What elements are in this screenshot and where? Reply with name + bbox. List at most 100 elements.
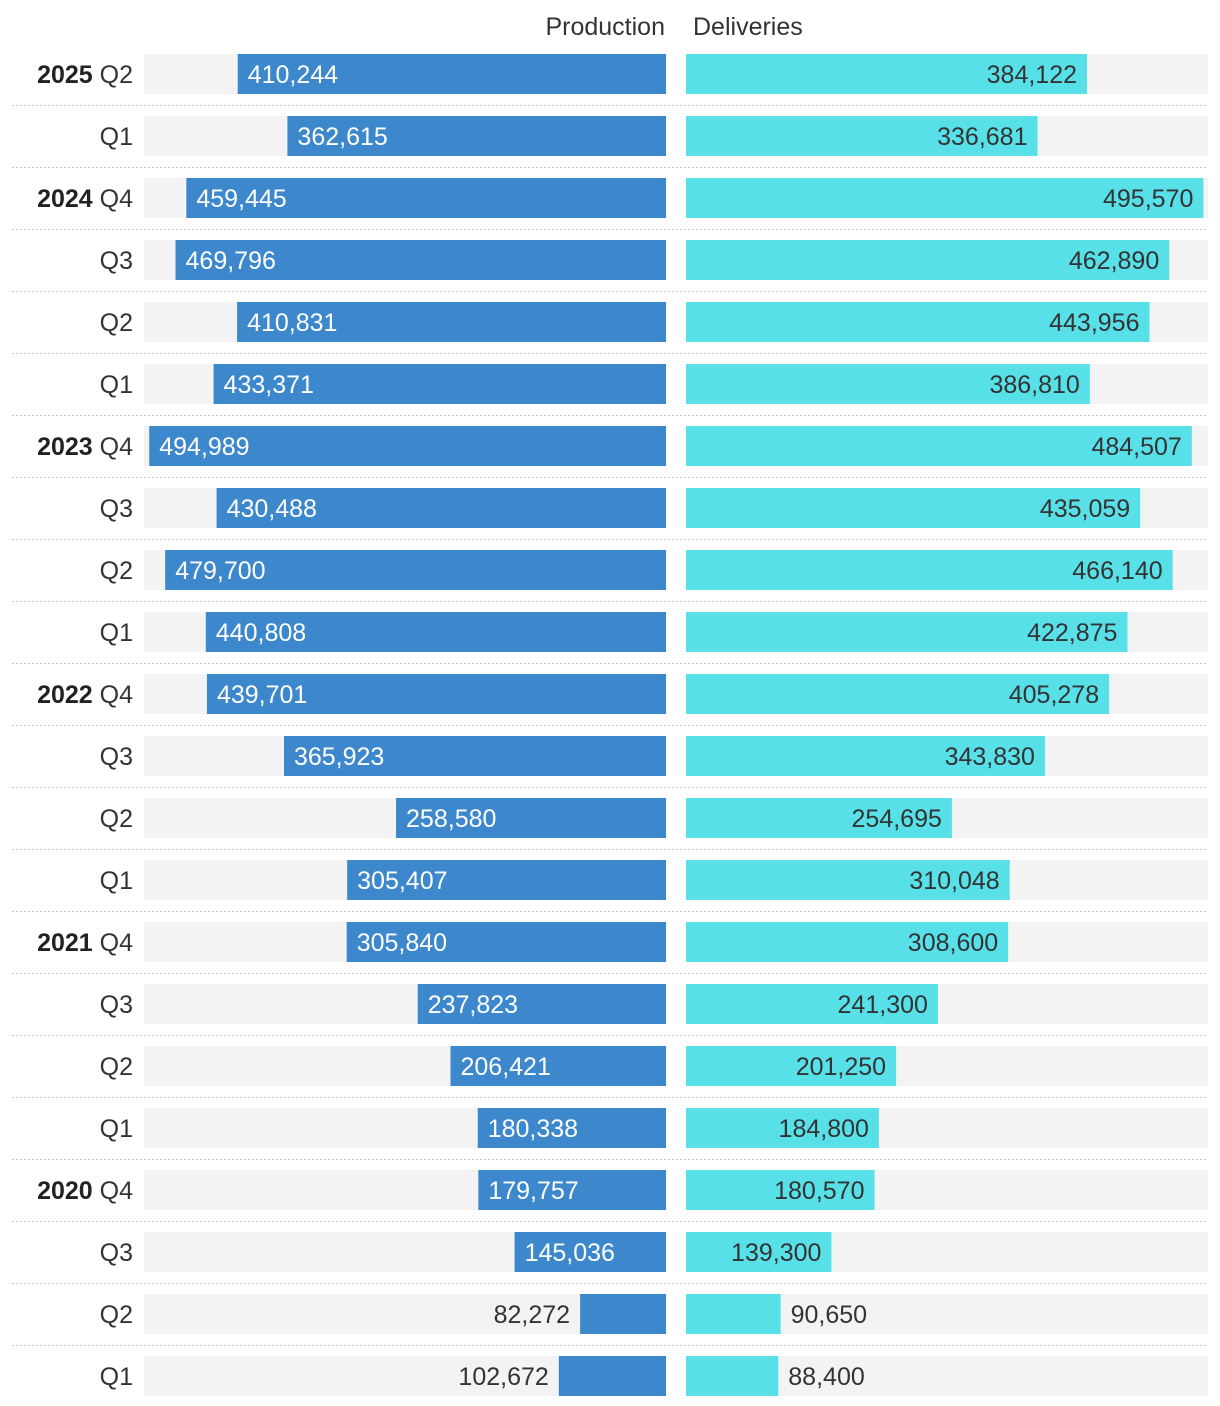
quarter-label: Q3 bbox=[100, 743, 133, 771]
production-bar bbox=[580, 1294, 666, 1334]
quarter-label: Q1 bbox=[100, 123, 133, 151]
production-bar bbox=[514, 1232, 666, 1272]
deliveries-bar bbox=[686, 116, 1038, 156]
row-label: Q2 bbox=[100, 309, 133, 337]
year-label: 2024 bbox=[37, 185, 100, 213]
production-value-label: 362,615 bbox=[297, 123, 387, 151]
production-value-label: 180,338 bbox=[488, 1115, 578, 1143]
production-value-label: 494,989 bbox=[159, 433, 249, 461]
deliveries-bar bbox=[686, 612, 1128, 652]
production-bar bbox=[450, 1046, 666, 1086]
deliveries-bar bbox=[686, 302, 1150, 342]
deliveries-bar bbox=[686, 550, 1173, 590]
deliveries-bar bbox=[686, 798, 952, 838]
deliveries-value-label: 343,830 bbox=[945, 743, 1035, 771]
row-label: Q2 bbox=[100, 1053, 133, 1081]
deliveries-bar bbox=[686, 54, 1088, 94]
row-label: Q3 bbox=[100, 743, 133, 771]
production-value-label: 237,823 bbox=[428, 991, 518, 1019]
deliveries-value-label: 241,300 bbox=[838, 991, 928, 1019]
production-value-label: 433,371 bbox=[224, 371, 314, 399]
deliveries-bar bbox=[686, 984, 938, 1024]
production-bar bbox=[346, 922, 666, 962]
deliveries-value-label: 462,890 bbox=[1069, 247, 1159, 275]
production-value-label: 82,272 bbox=[494, 1301, 570, 1329]
production-bar bbox=[396, 798, 666, 838]
deliveries-value-label: 336,681 bbox=[937, 123, 1027, 151]
quarter-label: Q3 bbox=[100, 247, 133, 275]
production-bar bbox=[237, 302, 666, 342]
row-label: Q3 bbox=[100, 247, 133, 275]
row-label: Q3 bbox=[100, 991, 133, 1019]
row-label: 2020 Q4 bbox=[37, 1177, 133, 1205]
quarter-label: Q4 bbox=[100, 929, 133, 957]
deliveries-header: Deliveries bbox=[693, 13, 803, 41]
production-bar bbox=[206, 674, 666, 714]
chart-rows: 410,244 384,122 2025 Q2 362,615 336,681 Q1 459… bbox=[12, 54, 1208, 1396]
deliveries-bar bbox=[686, 860, 1010, 900]
deliveries-value-label: 139,300 bbox=[731, 1239, 821, 1267]
quarter-label: Q2 bbox=[100, 1301, 133, 1329]
quarter-label: Q1 bbox=[100, 1363, 133, 1391]
quarter-label: Q1 bbox=[100, 867, 133, 895]
quarter-label: Q2 bbox=[100, 61, 133, 89]
deliveries-value-label: 484,507 bbox=[1091, 433, 1181, 461]
deliveries-value-label: 201,250 bbox=[796, 1053, 886, 1081]
production-bar bbox=[477, 1108, 666, 1148]
year-label: 2023 bbox=[37, 433, 100, 461]
production-value-label: 430,488 bbox=[227, 495, 317, 523]
deliveries-value-label: 466,140 bbox=[1072, 557, 1162, 585]
row-label: Q2 bbox=[100, 557, 133, 585]
quarter-label: Q4 bbox=[100, 1177, 133, 1205]
deliveries-bar bbox=[686, 1170, 875, 1210]
production-bar bbox=[237, 54, 666, 94]
deliveries-value-label: 180,570 bbox=[774, 1177, 864, 1205]
quarter-label: Q2 bbox=[100, 557, 133, 585]
deliveries-bar bbox=[686, 488, 1141, 528]
deliveries-value-label: 405,278 bbox=[1009, 681, 1099, 709]
quarter-label: Q4 bbox=[100, 185, 133, 213]
deliveries-bar bbox=[686, 240, 1170, 280]
production-value-label: 459,445 bbox=[196, 185, 286, 213]
deliveries-value-label: 90,650 bbox=[791, 1301, 867, 1329]
row-label: Q3 bbox=[100, 1239, 133, 1267]
quarter-label: Q2 bbox=[100, 309, 133, 337]
deliveries-value-label: 184,800 bbox=[779, 1115, 869, 1143]
production-bar bbox=[165, 550, 666, 590]
row-label: 2025 Q2 bbox=[37, 61, 133, 89]
production-value-label: 305,407 bbox=[357, 867, 447, 895]
quarter-label: Q1 bbox=[100, 619, 133, 647]
year-label: 2020 bbox=[37, 1177, 100, 1205]
deliveries-bar bbox=[686, 426, 1192, 466]
deliveries-value-label: 310,048 bbox=[909, 867, 999, 895]
deliveries-bar bbox=[686, 1294, 781, 1334]
deliveries-value-label: 386,810 bbox=[989, 371, 1079, 399]
year-label: 2021 bbox=[37, 929, 100, 957]
year-label: 2025 bbox=[37, 61, 100, 89]
production-bar bbox=[417, 984, 666, 1024]
deliveries-value-label: 443,956 bbox=[1049, 309, 1139, 337]
production-value-label: 145,036 bbox=[525, 1239, 615, 1267]
production-bar bbox=[478, 1170, 666, 1210]
production-value-label: 440,808 bbox=[216, 619, 306, 647]
production-bar bbox=[347, 860, 666, 900]
deliveries-bar bbox=[686, 1356, 779, 1396]
quarter-label: Q3 bbox=[100, 1239, 133, 1267]
production-bar bbox=[216, 488, 666, 528]
production-value-label: 206,421 bbox=[460, 1053, 550, 1081]
row-label: 2023 Q4 bbox=[37, 433, 133, 461]
deliveries-value-label: 254,695 bbox=[852, 805, 942, 833]
row-label: 2022 Q4 bbox=[37, 681, 133, 709]
row-label: 2021 Q4 bbox=[37, 929, 133, 957]
production-value-label: 258,580 bbox=[406, 805, 496, 833]
production-bar bbox=[283, 736, 666, 776]
row-label: Q1 bbox=[100, 619, 133, 647]
deliveries-value-label: 308,600 bbox=[908, 929, 998, 957]
production-bar bbox=[287, 116, 666, 156]
row-label: Q3 bbox=[100, 495, 133, 523]
deliveries-bar bbox=[686, 178, 1204, 218]
production-bar bbox=[205, 612, 666, 652]
quarter-label: Q1 bbox=[100, 371, 133, 399]
row-label: Q2 bbox=[100, 1301, 133, 1329]
production-value-label: 102,672 bbox=[458, 1363, 548, 1391]
